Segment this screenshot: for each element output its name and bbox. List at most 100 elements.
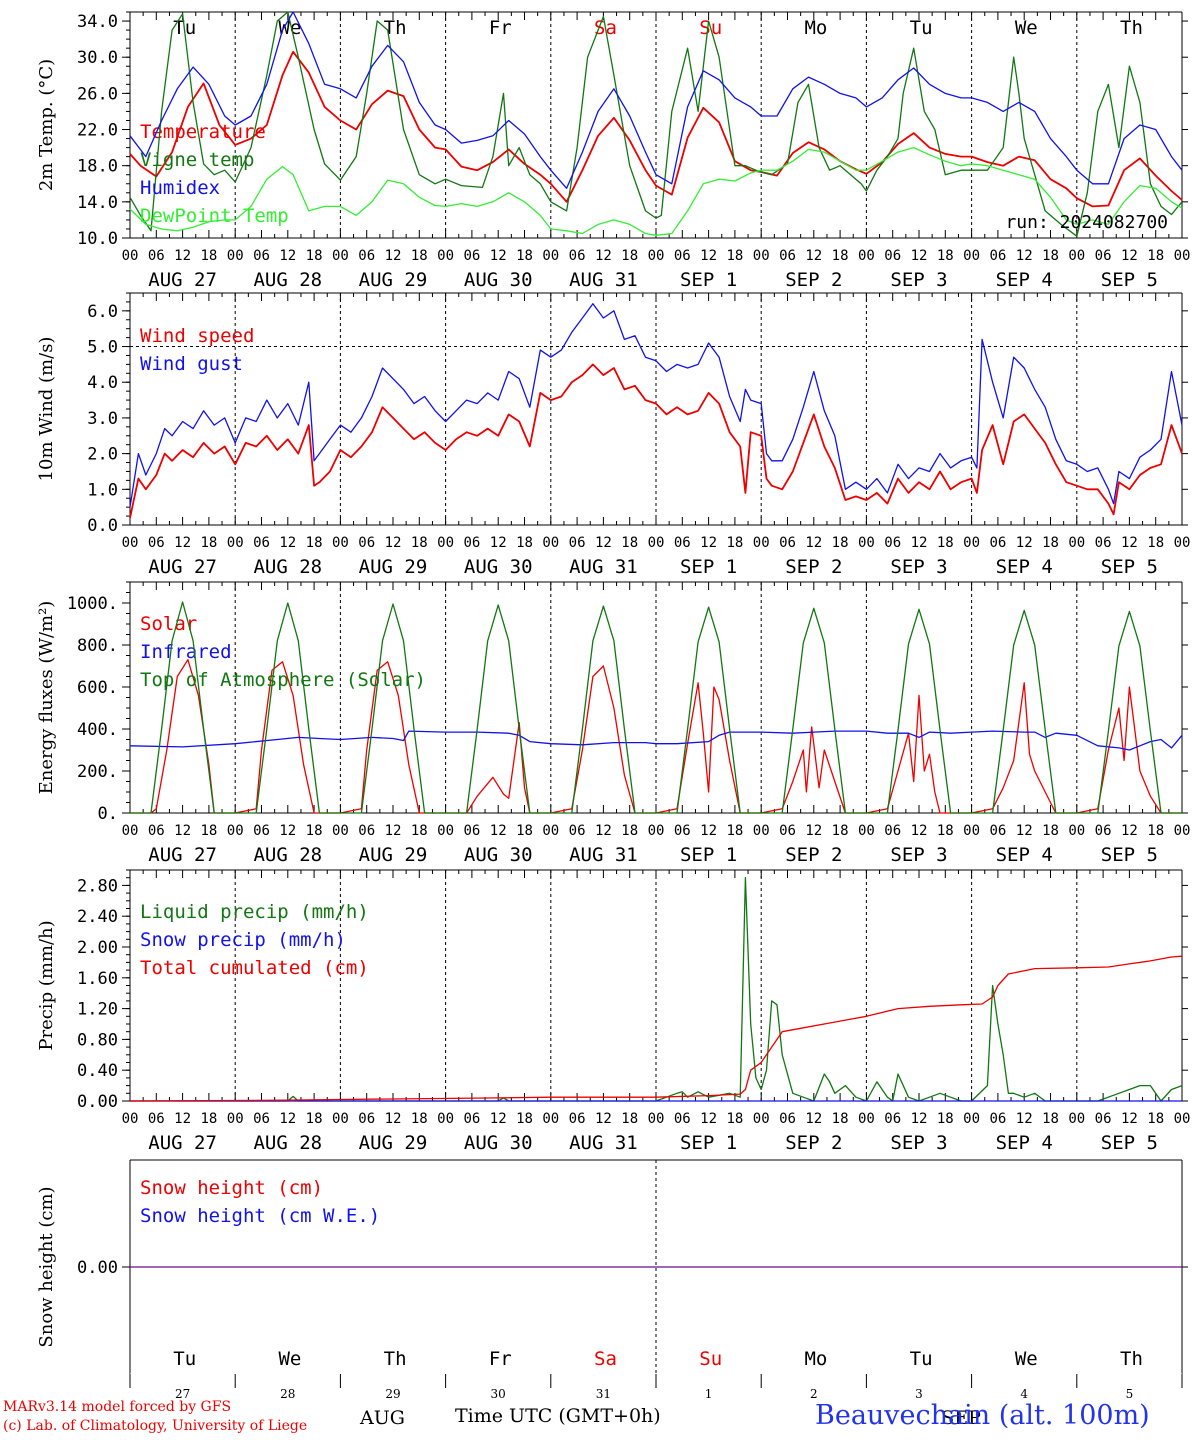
hour-tick-label: 00: [648, 535, 665, 551]
y-tick-label: 800.: [77, 636, 118, 656]
hour-tick-label: 12: [1121, 535, 1138, 551]
panel-0: 10.0 14.0 18.0 22.0 26.0 30.0 34.0 2m Temp. (°C…: [36, 11, 1191, 291]
legend-entry: Snow height (cm): [140, 1177, 323, 1199]
hour-tick-label: 18: [621, 248, 638, 264]
hour-tick-label: 00: [1068, 1111, 1085, 1127]
hour-tick-label: 00: [858, 535, 875, 551]
panel-4: 0.00 Snow height (cm) Snow height (cm) Snow…: [36, 1159, 1188, 1429]
hour-tick-label: 06: [463, 1111, 480, 1127]
hour-tick-label: 00: [227, 823, 244, 839]
hour-tick-label: 18: [1147, 823, 1164, 839]
hour-tick-label: 18: [1147, 248, 1164, 264]
date-label: SEP 4: [996, 844, 1053, 866]
y-tick-label: 400.: [77, 720, 118, 740]
hour-tick-label: 18: [726, 248, 743, 264]
series-line: [129, 363, 1183, 519]
series-line: [129, 50, 1183, 208]
date-label: AUG 30: [464, 269, 533, 291]
hour-tick-label: 18: [1147, 535, 1164, 551]
hour-tick-label: 06: [253, 1111, 270, 1127]
hour-tick-label: 00: [963, 823, 980, 839]
day-number-label: 4: [1020, 1387, 1028, 1401]
y-tick-label: 0.80: [77, 1030, 118, 1050]
hour-tick-label: 00: [122, 1111, 139, 1127]
hour-tick-label: 12: [911, 1111, 928, 1127]
hour-tick-label: 00: [542, 248, 559, 264]
series-line: [129, 955, 1183, 1102]
weekday-label: Mo: [804, 17, 827, 39]
weekday-label: We: [278, 1348, 301, 1370]
hour-tick-label: 12: [174, 1111, 191, 1127]
hour-tick-label: 18: [306, 823, 323, 839]
hour-tick-label: 18: [832, 1111, 849, 1127]
hour-tick-label: 12: [1016, 1111, 1033, 1127]
hour-tick-label: 18: [306, 248, 323, 264]
y-tick-label: 26.0: [77, 84, 118, 104]
hour-tick-label: 12: [1016, 823, 1033, 839]
y-tick-label: 34.0: [77, 12, 118, 32]
date-label: AUG 30: [464, 1132, 533, 1154]
hour-tick-label: 12: [911, 535, 928, 551]
hour-tick-label: 00: [332, 1111, 349, 1127]
hour-tick-label: 12: [174, 823, 191, 839]
hour-tick-label: 00: [122, 823, 139, 839]
hour-tick-label: 18: [726, 1111, 743, 1127]
hour-tick-label: 12: [1121, 1111, 1138, 1127]
hour-tick-label: 00: [437, 248, 454, 264]
month-label: SEP: [941, 1407, 981, 1429]
hour-tick-label: 18: [411, 823, 428, 839]
date-label: AUG 28: [253, 844, 322, 866]
weekday-label: Fr: [489, 1348, 512, 1370]
series-line: [129, 303, 1183, 508]
hour-tick-label: 06: [463, 823, 480, 839]
y-tick-label: 4.0: [87, 373, 118, 393]
date-label: SEP 2: [785, 556, 842, 578]
y-tick-label: 0.40: [77, 1061, 118, 1081]
weekday-label: Tu: [173, 1348, 196, 1370]
day-number-label: 31: [596, 1387, 611, 1401]
legend-entry: Infrared: [140, 641, 232, 663]
series-line: [129, 146, 1183, 236]
hour-tick-label: 06: [148, 1111, 165, 1127]
day-number-label: 2: [810, 1387, 818, 1401]
hour-tick-label: 06: [989, 1111, 1006, 1127]
hour-tick-label: 06: [779, 535, 796, 551]
hour-tick-label: 06: [253, 248, 270, 264]
date-label: SEP 2: [785, 1132, 842, 1154]
hour-tick-label: 12: [174, 535, 191, 551]
date-label: SEP 1: [680, 269, 737, 291]
hour-tick-label: 00: [858, 823, 875, 839]
y-tick-label: 1000.: [67, 594, 118, 614]
day-number-label: 3: [915, 1387, 923, 1401]
hour-tick-label: 00: [1174, 248, 1191, 264]
hour-tick-label: 00: [648, 248, 665, 264]
station-name: Beauvechain (alt. 100m): [815, 1400, 1150, 1431]
date-label: SEP 3: [890, 1132, 947, 1154]
hour-tick-label: 06: [989, 248, 1006, 264]
date-label: SEP 1: [680, 844, 737, 866]
hour-tick-label: 18: [516, 248, 533, 264]
hour-tick-label: 18: [306, 1111, 323, 1127]
hour-tick-label: 06: [253, 823, 270, 839]
hour-tick-label: 00: [648, 823, 665, 839]
hour-tick-label: 06: [358, 248, 375, 264]
hour-tick-label: 00: [753, 1111, 770, 1127]
hour-tick-label: 12: [595, 535, 612, 551]
hour-tick-label: 06: [358, 823, 375, 839]
hour-tick-label: 06: [1095, 823, 1112, 839]
day-number-label: 1: [705, 1387, 713, 1401]
date-label: AUG 29: [359, 556, 428, 578]
hour-tick-label: 06: [989, 535, 1006, 551]
date-label: SEP 5: [1101, 1132, 1158, 1154]
date-label: SEP 3: [890, 269, 947, 291]
y-axis-label: Precip (mm/h): [36, 920, 57, 1050]
hour-tick-label: 12: [490, 535, 507, 551]
y-tick-label: 2.0: [87, 445, 118, 465]
hour-tick-label: 18: [832, 535, 849, 551]
hour-tick-label: 12: [490, 248, 507, 264]
legend-entry: Solar: [140, 613, 197, 635]
y-tick-label: 22.0: [77, 121, 118, 141]
weekday-label: Su: [699, 1348, 722, 1370]
hour-tick-label: 06: [1095, 1111, 1112, 1127]
